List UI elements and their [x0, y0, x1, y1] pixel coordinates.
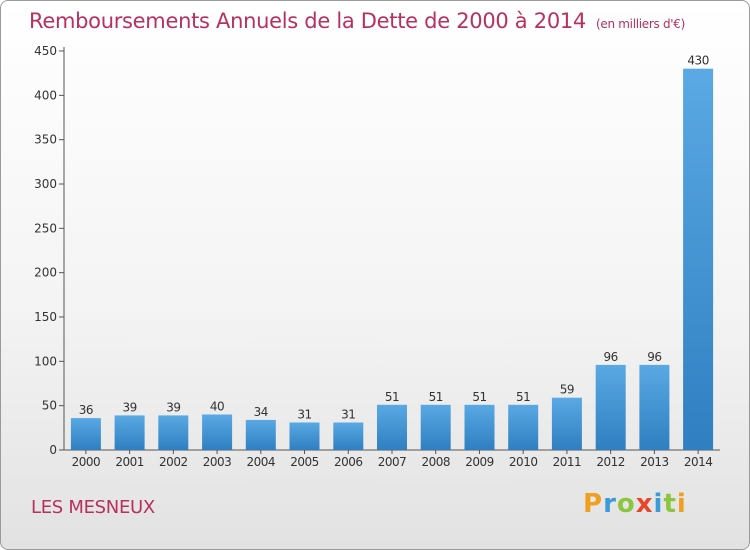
x-tick-label: 2011: [553, 455, 582, 469]
x-tick-label: 2014: [684, 455, 713, 469]
commune-name: LES MESNEUX: [31, 497, 155, 518]
logo-letter: x: [635, 489, 654, 519]
y-tick-label: 50: [42, 399, 57, 413]
bar: [289, 422, 320, 450]
x-tick-label: 2000: [72, 455, 101, 469]
bar: [464, 404, 495, 450]
bar: [70, 418, 101, 450]
bar: [114, 415, 145, 450]
bar-value-label: 96: [647, 350, 661, 364]
y-tick-label: 0: [49, 443, 57, 457]
logo-letter: i: [653, 489, 664, 519]
bar-value-label: 36: [79, 403, 93, 417]
x-tick-label: 2005: [290, 455, 319, 469]
bar-value-label: 39: [122, 400, 136, 414]
x-tick-label: 2001: [115, 455, 144, 469]
x-tick-label: 2009: [465, 455, 494, 469]
bar-value-label: 96: [604, 350, 618, 364]
chart-bars: [70, 68, 714, 450]
bar: [551, 397, 582, 450]
bar-value-label: 59: [560, 383, 574, 397]
y-tick-label: 250: [34, 221, 57, 235]
x-tick-label: 2008: [421, 455, 450, 469]
chart-axes: 0 50 100 150 200 250 300 350 400 450 2000 2001 2002 2…: [34, 44, 720, 469]
y-tick-label: 300: [34, 177, 57, 191]
bar-value-label: 31: [297, 408, 311, 422]
chart-title-text: Remboursements Annuels de la Dette de 20…: [29, 9, 586, 33]
chart-title: Remboursements Annuels de la Dette de 20…: [29, 9, 685, 33]
chart-labels: 36 39 39 40 34 31 31 51 51 51 51 59 96 96 430: [79, 54, 710, 422]
y-tick-label: 200: [34, 266, 57, 280]
y-tick-label: 150: [34, 310, 57, 324]
proxiti-logo: Proxiti: [583, 489, 687, 519]
bar: [639, 364, 670, 450]
x-tick-label: 2007: [378, 455, 407, 469]
bar-value-label: 34: [254, 405, 268, 419]
x-tick-label: 2012: [596, 455, 625, 469]
bar-value-label: 39: [166, 400, 180, 414]
bar: [245, 419, 276, 450]
chart-unit-label: (en milliers d'€): [596, 17, 686, 31]
bar: [158, 415, 189, 450]
bar-value-label: 51: [429, 390, 443, 404]
y-tick-label: 100: [34, 354, 57, 368]
logo-letter: r: [603, 489, 617, 519]
logo-letter: i: [676, 489, 687, 519]
y-tick-label: 450: [34, 44, 57, 58]
x-tick-label: 2013: [640, 455, 669, 469]
x-tick-label: 2010: [509, 455, 538, 469]
x-tick-label: 2002: [159, 455, 188, 469]
bar-value-label: 31: [341, 408, 355, 422]
bar-value-label: 40: [210, 400, 224, 414]
logo-letter: o: [616, 489, 636, 519]
bar-value-label: 51: [516, 390, 530, 404]
logo-letter: P: [583, 489, 604, 519]
x-tick-label: 2003: [203, 455, 232, 469]
bar: [508, 404, 539, 450]
y-tick-label: 400: [34, 88, 57, 102]
bar-value-label: 51: [472, 390, 486, 404]
bar-value-label: 51: [385, 390, 399, 404]
x-tick-label: 2004: [247, 455, 276, 469]
bar-value-label: 430: [687, 54, 708, 68]
logo-letter: t: [663, 489, 677, 519]
y-tick-label: 350: [34, 133, 57, 147]
x-tick-label: 2006: [334, 455, 363, 469]
bar: [683, 68, 714, 450]
bar: [202, 414, 233, 450]
bar: [377, 404, 407, 450]
bar: [420, 404, 451, 450]
bar: [595, 364, 626, 450]
bar: [333, 422, 364, 450]
